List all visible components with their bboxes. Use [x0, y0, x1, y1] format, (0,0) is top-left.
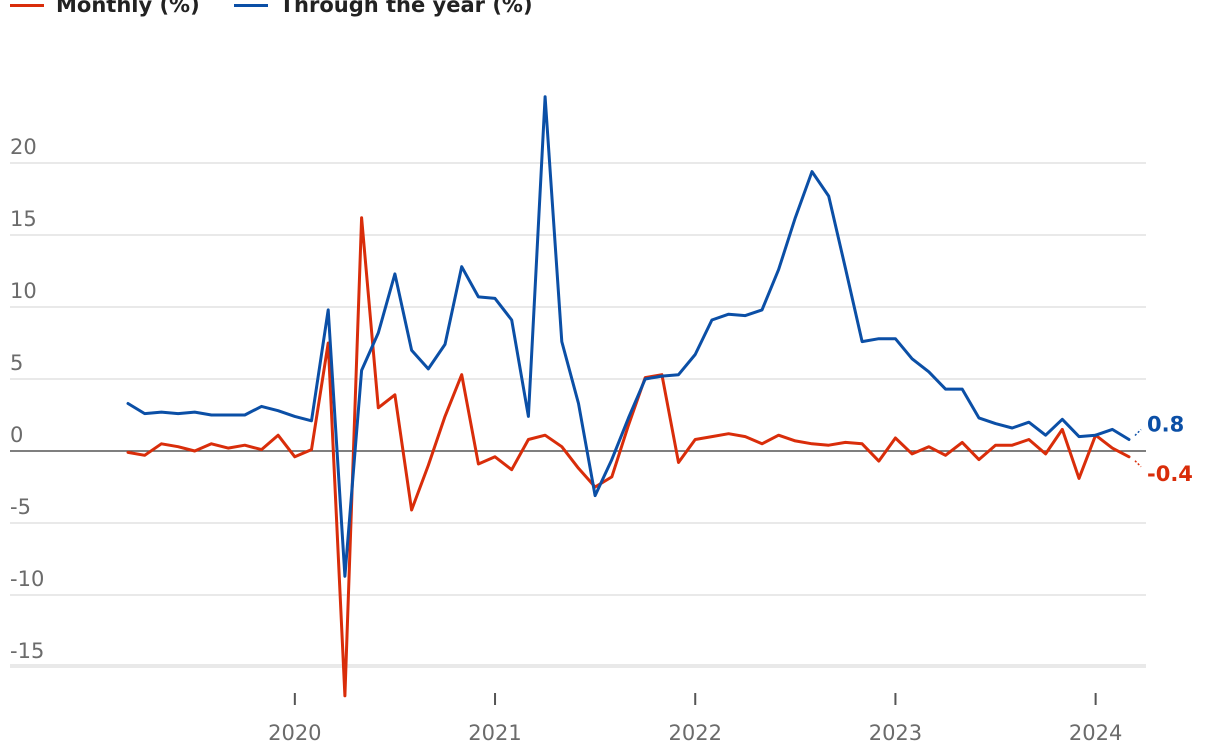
y-tick-label: 10	[10, 279, 37, 303]
legend-swatch-through-the-year	[233, 3, 268, 7]
y-tick-label: 0	[10, 423, 23, 447]
end-label-leader	[1134, 460, 1142, 468]
y-tick-label: -15	[10, 639, 44, 663]
y-tick-label: -5	[10, 495, 31, 519]
x-tick-label: 2020	[268, 721, 321, 745]
end-label-monthly: -0.4	[1147, 462, 1193, 486]
y-axis-ticks: 20 15 10 5 0 -5 -10 -15	[10, 135, 44, 663]
x-tick-label: 2022	[669, 721, 722, 745]
series-line-through-the-year	[126, 95, 1131, 578]
legend-swatch-monthly	[10, 3, 44, 7]
legend-label-monthly: Monthly (%)	[56, 0, 200, 17]
grid-lines	[10, 162, 1146, 668]
y-tick-label: 15	[10, 207, 37, 231]
legend: Monthly (%) Through the year (%)	[10, 0, 567, 20]
y-tick-label: -10	[10, 567, 44, 591]
legend-item-through-the-year: Through the year (%)	[233, 0, 533, 17]
x-tick-label: 2023	[869, 721, 922, 745]
x-tick-label: 2021	[468, 721, 521, 745]
series-lines	[126, 95, 1131, 698]
end-label-through-the-year: 0.8	[1147, 412, 1184, 436]
end-labels: -0.4 0.8	[1134, 412, 1193, 486]
legend-label-through-the-year: Through the year (%)	[279, 0, 533, 17]
series-line-monthly	[126, 216, 1131, 698]
x-axis: 2020 2021 2022 2023 2024	[10, 664, 1146, 745]
end-label-leader	[1134, 428, 1142, 437]
y-tick-label: 5	[10, 351, 23, 375]
legend-item-monthly: Monthly (%)	[10, 0, 200, 17]
x-tick-label: 2024	[1069, 721, 1122, 745]
y-tick-label: 20	[10, 135, 37, 159]
